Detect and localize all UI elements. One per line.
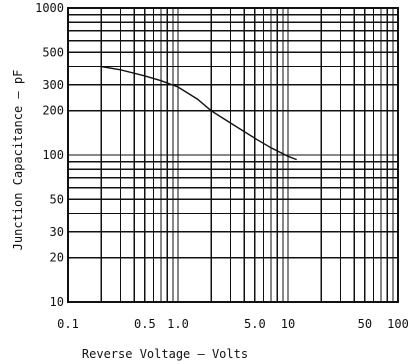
y-tick-label: 10 <box>50 295 64 309</box>
y-tick-label: 30 <box>50 225 64 239</box>
x-tick-label: 10 <box>281 317 295 331</box>
y-tick-label: 500 <box>42 45 64 59</box>
plot-frame <box>67 7 399 303</box>
y-tick-label: 50 <box>50 192 64 206</box>
series-layer <box>100 65 297 161</box>
x-axis-label: Reverse Voltage — Volts <box>82 347 248 361</box>
y-tick-label: 100 <box>42 148 64 162</box>
tick-labels: 0.1 0.5 1.0 5.0 10 50 100 10 20 30 50 100 200 300 500 1… <box>35 1 408 331</box>
x-tick-label: 0.1 <box>57 317 79 331</box>
y-tick-label: 1000 <box>35 1 64 15</box>
y-tick-label: 20 <box>50 251 64 265</box>
y-tick-label: 200 <box>42 104 64 118</box>
y-axis-label: Junction Capacitance — pF <box>11 70 25 251</box>
x-tick-label: 0.5 <box>134 317 156 331</box>
capacitance-curve <box>100 65 297 161</box>
x-tick-label: 50 <box>358 317 372 331</box>
x-tick-label: 1.0 <box>167 317 189 331</box>
x-tick-label: 5.0 <box>244 317 266 331</box>
x-tick-label: 100 <box>387 317 408 331</box>
y-tick-label: 300 <box>42 78 64 92</box>
grid <box>67 8 398 303</box>
